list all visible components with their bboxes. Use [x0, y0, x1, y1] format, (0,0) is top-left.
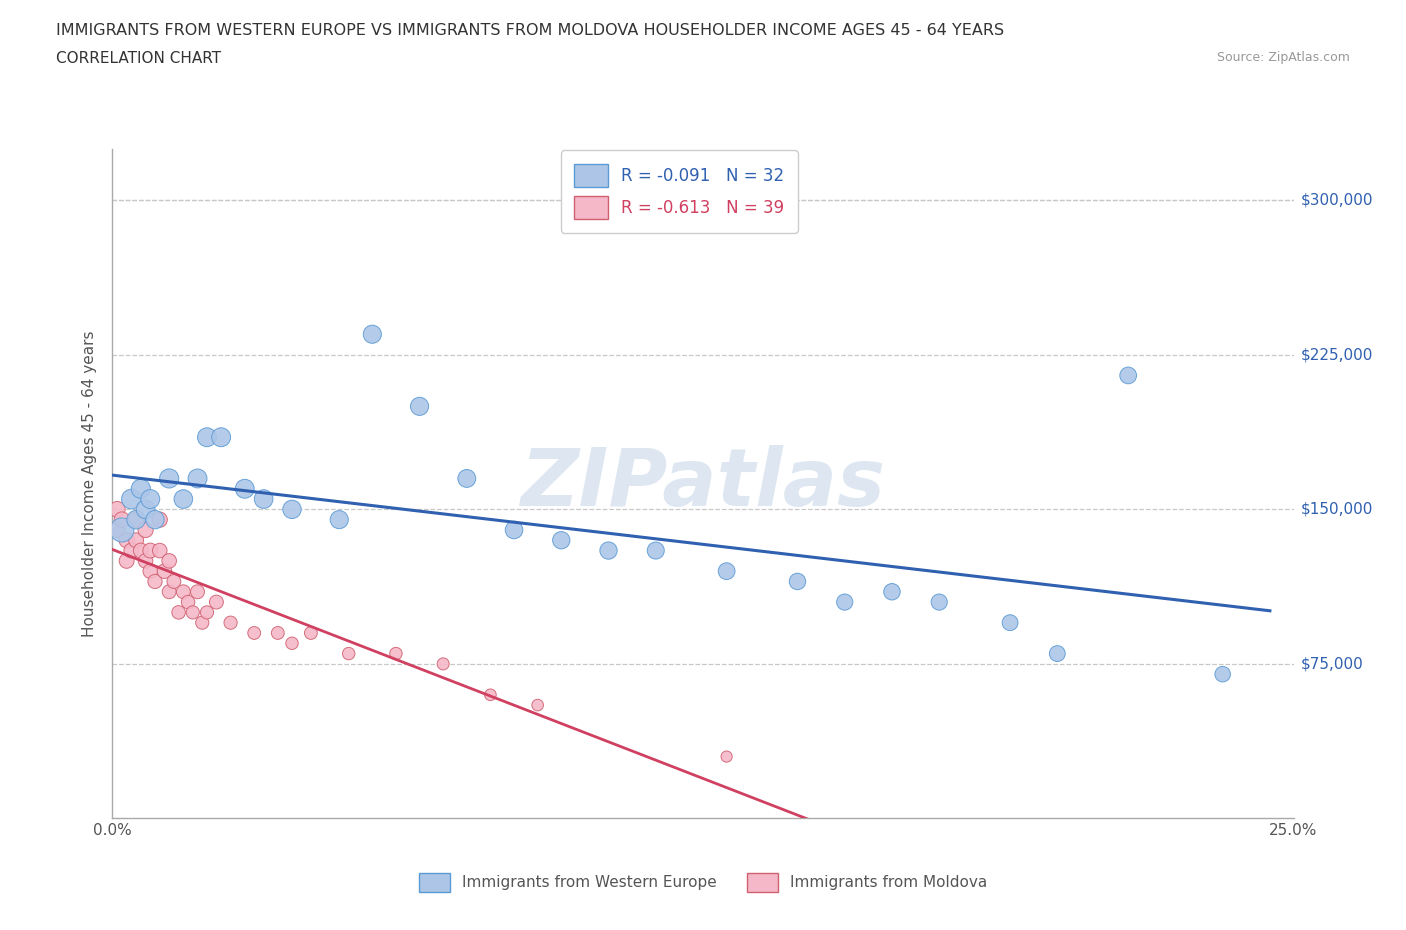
Point [598, 543, 620, 558]
Point [644, 543, 666, 558]
Point [205, 594, 228, 609]
Point [267, 626, 290, 641]
Point [1212, 667, 1234, 682]
Point [139, 492, 162, 507]
Text: $150,000: $150,000 [1301, 502, 1372, 517]
Point [157, 584, 180, 599]
Point [432, 657, 454, 671]
Point [120, 543, 142, 558]
Point [157, 553, 180, 568]
Point [928, 594, 950, 609]
Point [195, 604, 218, 619]
Point [361, 326, 384, 341]
Point [139, 564, 162, 578]
Point [172, 584, 194, 599]
Point [834, 594, 856, 609]
Point [195, 430, 218, 445]
Point [181, 604, 204, 619]
Text: $75,000: $75,000 [1301, 657, 1364, 671]
Point [526, 698, 548, 712]
Text: CORRELATION CHART: CORRELATION CHART [56, 51, 221, 66]
Point [115, 553, 138, 568]
Text: ZIPatlas: ZIPatlas [520, 445, 886, 523]
Point [550, 533, 572, 548]
Point [716, 750, 738, 764]
Point [135, 523, 157, 538]
Point [337, 646, 360, 661]
Point [153, 564, 176, 578]
Point [105, 502, 128, 517]
Text: $225,000: $225,000 [1301, 347, 1372, 363]
Point [186, 584, 208, 599]
Point [479, 687, 502, 702]
Point [219, 616, 242, 631]
Point [408, 399, 430, 414]
Point [191, 616, 214, 631]
Point [186, 471, 208, 485]
Point [281, 636, 304, 651]
Point [1116, 368, 1139, 383]
Point [125, 533, 148, 548]
Point [1046, 646, 1069, 661]
Point [149, 543, 172, 558]
Point [120, 492, 142, 507]
Point [111, 512, 134, 527]
Point [299, 626, 322, 641]
Point [209, 430, 232, 445]
Point [328, 512, 350, 527]
Point [253, 492, 276, 507]
Point [129, 482, 152, 497]
Point [157, 471, 180, 485]
Text: IMMIGRANTS FROM WESTERN EUROPE VS IMMIGRANTS FROM MOLDOVA HOUSEHOLDER INCOME AGE: IMMIGRANTS FROM WESTERN EUROPE VS IMMIGR… [56, 23, 1004, 38]
Point [786, 574, 808, 589]
Point [177, 594, 200, 609]
Point [503, 523, 526, 538]
Point [105, 523, 128, 538]
Point [111, 523, 134, 538]
Point [281, 502, 304, 517]
Point [135, 553, 157, 568]
Text: Source: ZipAtlas.com: Source: ZipAtlas.com [1216, 51, 1350, 64]
Point [129, 543, 152, 558]
Point [143, 574, 166, 589]
Point [385, 646, 408, 661]
Point [115, 533, 138, 548]
Point [167, 604, 190, 619]
Point [143, 512, 166, 527]
Point [163, 574, 186, 589]
Point [880, 584, 903, 599]
Point [243, 626, 266, 641]
Point [172, 492, 194, 507]
Legend: Immigrants from Western Europe, Immigrants from Moldova: Immigrants from Western Europe, Immigran… [413, 867, 993, 897]
Point [233, 482, 256, 497]
Point [149, 512, 172, 527]
Text: $300,000: $300,000 [1301, 193, 1374, 207]
Point [998, 616, 1021, 631]
Y-axis label: Householder Income Ages 45 - 64 years: Householder Income Ages 45 - 64 years [82, 330, 97, 637]
Point [139, 543, 162, 558]
Point [716, 564, 738, 578]
Point [125, 512, 148, 527]
Point [135, 502, 157, 517]
Point [456, 471, 478, 485]
Point [125, 512, 148, 527]
